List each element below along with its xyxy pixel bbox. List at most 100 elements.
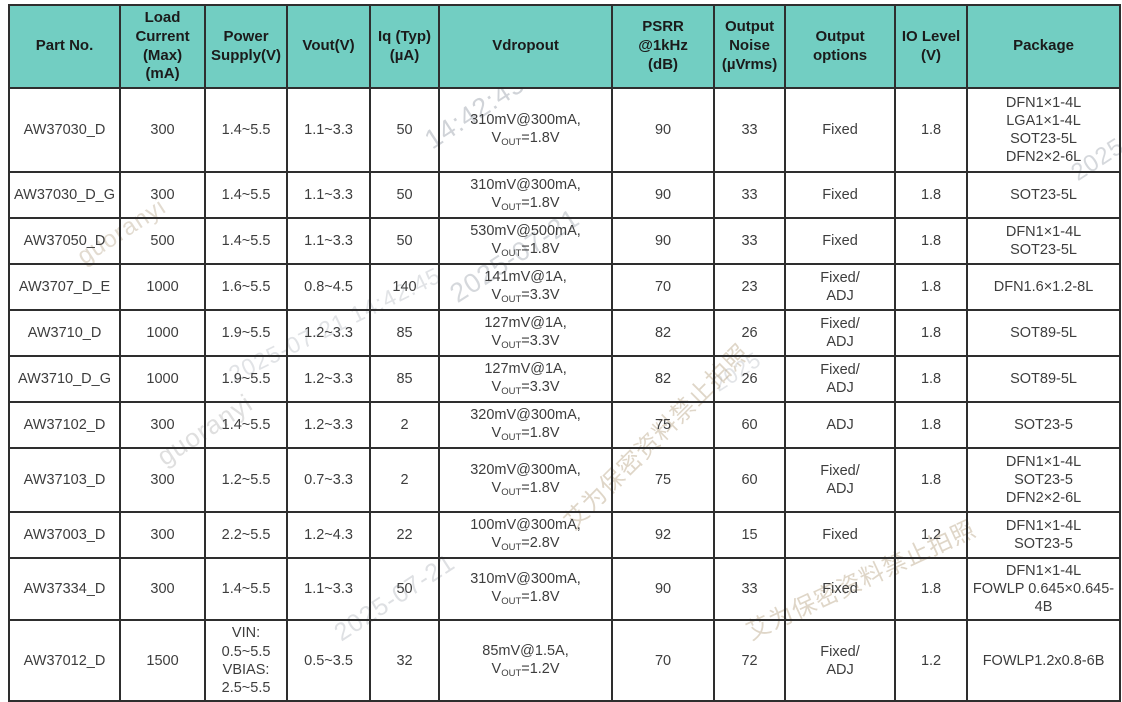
cell-part: AW3710_D: [7, 309, 122, 357]
cell-vout: 0.5~3.5: [286, 619, 372, 702]
cell-options: ADJ: [784, 401, 897, 449]
cell-io: 1.8: [894, 355, 969, 403]
cell-io: 1.2: [894, 619, 969, 702]
table-row: AW3707_D_E 1000 1.6~5.5 0.8~4.5 140 141mV@1A,…: [7, 263, 1122, 311]
cell-psrr: 90: [611, 556, 716, 622]
cell-package: SOT89-5L: [966, 309, 1122, 357]
column-header-psrr: PSRR @1kHz (dB): [611, 4, 716, 89]
cell-vout: 1.2~4.3: [286, 511, 372, 559]
column-header-load: Load Current (Max) (mA): [119, 4, 207, 89]
cell-iq: 85: [369, 309, 441, 357]
cell-package: SOT23-5L: [966, 171, 1122, 219]
cell-psrr: 82: [611, 309, 716, 357]
cell-power: 1.6~5.5: [204, 263, 289, 311]
cell-vout: 1.2~3.3: [286, 355, 372, 403]
cell-part: AW37102_D: [7, 401, 122, 449]
cell-load: 300: [119, 447, 207, 513]
cell-options: Fixed/ADJ: [784, 263, 897, 311]
table-row: AW37050_D 500 1.4~5.5 1.1~3.3 50 530mV@500mA,…: [7, 217, 1122, 265]
cell-vout: 1.1~3.3: [286, 217, 372, 265]
cell-iq: 140: [369, 263, 441, 311]
ldo-parts-spec-table: Part No. Load Current (Max) (mA) Power Sup…: [7, 4, 1122, 702]
column-header-vdropout: Vdropout: [438, 4, 614, 89]
cell-psrr: 75: [611, 447, 716, 513]
cell-power: 1.9~5.5: [204, 309, 289, 357]
cell-vdropout: 530mV@500mA, VOUT=1.8V: [438, 217, 614, 265]
cell-power: 1.4~5.5: [204, 87, 289, 173]
cell-options: Fixed/ADJ: [784, 355, 897, 403]
cell-load: 1000: [119, 309, 207, 357]
cell-package: DFN1×1-4L SOT23-5: [966, 511, 1122, 559]
column-header-iq: Iq (Typ) (µA): [369, 4, 441, 89]
column-header-package: Package: [966, 4, 1122, 89]
cell-iq: 50: [369, 217, 441, 265]
cell-io: 1.8: [894, 556, 969, 622]
cell-part: AW37103_D: [7, 447, 122, 513]
cell-vdropout: 141mV@1A, VOUT=3.3V: [438, 263, 614, 311]
cell-noise: 26: [713, 309, 787, 357]
cell-iq: 2: [369, 401, 441, 449]
cell-vdropout: 310mV@300mA, VOUT=1.8V: [438, 171, 614, 219]
cell-noise: 33: [713, 217, 787, 265]
table-row: AW3710_D_G 1000 1.9~5.5 1.2~3.3 85 127mV@1A, V…: [7, 355, 1122, 403]
cell-power: 1.9~5.5: [204, 355, 289, 403]
table-row: AW37003_D 300 2.2~5.5 1.2~4.3 22 100mV@300mA,…: [7, 511, 1122, 559]
column-header-part: Part No.: [7, 4, 122, 89]
cell-io: 1.8: [894, 171, 969, 219]
cell-io: 1.8: [894, 87, 969, 173]
cell-vdropout: 85mV@1.5A, VOUT=1.2V: [438, 619, 614, 702]
cell-psrr: 70: [611, 263, 716, 311]
cell-options: Fixed: [784, 511, 897, 559]
column-header-options: Output options: [784, 4, 897, 89]
cell-psrr: 75: [611, 401, 716, 449]
cell-power: 1.4~5.5: [204, 401, 289, 449]
cell-power: 1.2~5.5: [204, 447, 289, 513]
cell-package: SOT89-5L: [966, 355, 1122, 403]
cell-vout: 1.2~3.3: [286, 309, 372, 357]
cell-package: DFN1.6×1.2-8L: [966, 263, 1122, 311]
table-header: Part No. Load Current (Max) (mA) Power Sup…: [7, 4, 1122, 89]
cell-vout: 0.8~4.5: [286, 263, 372, 311]
cell-psrr: 82: [611, 355, 716, 403]
cell-part: AW37012_D: [7, 619, 122, 702]
column-header-noise: Output Noise (µVrms): [713, 4, 787, 89]
cell-options: Fixed: [784, 556, 897, 622]
cell-package: DFN1×1-4L SOT23-5L: [966, 217, 1122, 265]
cell-options: Fixed/ADJ: [784, 309, 897, 357]
cell-part: AW37050_D: [7, 217, 122, 265]
column-header-vout: Vout(V): [286, 4, 372, 89]
ldo-parts-table-container: Part No. Load Current (Max) (mA) Power Sup…: [7, 4, 1122, 702]
cell-load: 300: [119, 87, 207, 173]
cell-io: 1.8: [894, 217, 969, 265]
cell-package: SOT23-5: [966, 401, 1122, 449]
cell-part: AW37030_D: [7, 87, 122, 173]
cell-options: Fixed: [784, 217, 897, 265]
cell-noise: 23: [713, 263, 787, 311]
table-row: AW37030_D_G 300 1.4~5.5 1.1~3.3 50 310mV@300m…: [7, 171, 1122, 219]
cell-vdropout: 127mV@1A, VOUT=3.3V: [438, 355, 614, 403]
cell-part: AW37334_D: [7, 556, 122, 622]
table-row: AW37334_D 300 1.4~5.5 1.1~3.3 50 310mV@300mA,…: [7, 556, 1122, 622]
cell-psrr: 90: [611, 217, 716, 265]
cell-load: 300: [119, 171, 207, 219]
cell-vout: 1.1~3.3: [286, 87, 372, 173]
cell-part: AW3710_D_G: [7, 355, 122, 403]
cell-psrr: 90: [611, 87, 716, 173]
cell-load: 300: [119, 556, 207, 622]
cell-vdropout: 127mV@1A, VOUT=3.3V: [438, 309, 614, 357]
cell-noise: 72: [713, 619, 787, 702]
cell-part: AW37003_D: [7, 511, 122, 559]
cell-noise: 60: [713, 401, 787, 449]
cell-vdropout: 310mV@300mA, VOUT=1.8V: [438, 556, 614, 622]
header-row: Part No. Load Current (Max) (mA) Power Sup…: [7, 4, 1122, 89]
table-row: AW37103_D 300 1.2~5.5 0.7~3.3 2 320mV@300mA, V…: [7, 447, 1122, 513]
cell-power: 1.4~5.5: [204, 556, 289, 622]
table-row: AW37102_D 300 1.4~5.5 1.2~3.3 2 320mV@300mA, V…: [7, 401, 1122, 449]
cell-psrr: 92: [611, 511, 716, 559]
cell-vout: 1.1~3.3: [286, 171, 372, 219]
cell-noise: 33: [713, 87, 787, 173]
cell-power: 1.4~5.5: [204, 217, 289, 265]
cell-iq: 2: [369, 447, 441, 513]
cell-power: VIN: 0.5~5.5 VBIAS: 2.5~5.5: [204, 619, 289, 702]
cell-vdropout: 320mV@300mA, VOUT=1.8V: [438, 447, 614, 513]
